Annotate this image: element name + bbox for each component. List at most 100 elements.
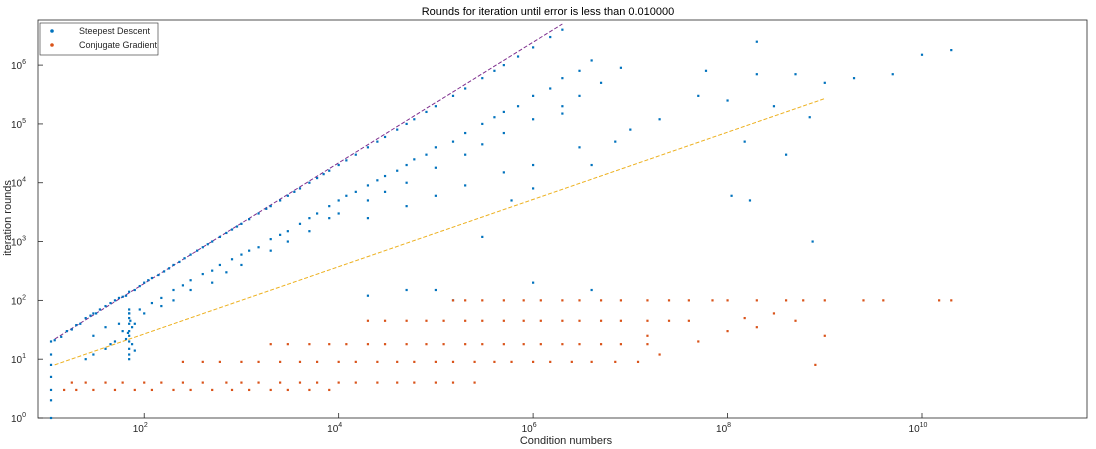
data-point [451,360,455,363]
data-point [938,299,941,302]
data-point [128,290,131,293]
data-point [434,105,437,108]
data-point [599,343,603,346]
data-point [590,59,593,62]
data-point [510,199,513,202]
data-point [784,153,788,156]
data-point [464,153,467,156]
data-point [396,360,399,363]
data-point [128,330,131,333]
data-point [130,343,134,346]
data-point [383,135,387,139]
data-point [316,381,319,384]
data-point [133,322,136,325]
data-point [405,205,408,208]
data-point [619,343,623,346]
data-point [316,212,319,215]
data-point [539,299,542,302]
data-point [561,299,564,302]
data-point [755,40,758,43]
y-tick-label: 106 [11,59,26,72]
data-point [269,343,272,346]
data-point [354,381,357,384]
data-point [532,360,535,363]
data-point [298,187,302,190]
data-point [98,308,101,311]
data-point [481,343,484,346]
data-point [599,319,603,322]
data-point [143,312,146,315]
data-point [646,334,649,337]
data-point [852,77,856,80]
data-point [337,212,340,215]
data-point [104,381,107,384]
data-point [117,322,121,325]
data-point [181,284,185,287]
data-point [405,181,408,184]
data-point [614,360,617,363]
data-point [658,353,661,356]
data-point [211,240,214,243]
data-point [279,360,282,363]
series-1 [63,299,953,392]
data-point [308,217,311,220]
data-point [658,118,661,121]
data-point [405,163,408,167]
data-point [614,140,617,143]
data-point [265,207,268,210]
data-point [167,267,171,270]
data-point [366,319,370,322]
data-point [95,312,98,315]
data-point [104,326,107,329]
data-point [201,272,204,276]
chart-title: Rounds for iteration until error is less… [422,6,675,18]
data-point [279,199,282,202]
data-point [211,281,214,284]
data-point [75,323,78,327]
data-point [104,304,107,308]
data-point [104,347,107,350]
data-point [196,249,199,252]
data-point [383,190,387,193]
data-point [814,363,817,366]
data-point [697,94,700,97]
data-point [286,343,289,346]
data-point [442,343,445,346]
data-point [201,246,204,249]
data-point [157,273,160,277]
data-point [823,299,826,302]
x-tick-label: 104 [327,422,342,435]
legend-marker-conjugate-gradient [50,43,54,47]
data-point [248,218,251,221]
data-point [121,330,124,333]
data-point [493,116,496,119]
data-point [578,343,581,346]
data-point [516,55,520,58]
data-point [172,263,175,267]
data-point [79,322,82,325]
data-point [434,146,437,149]
data-point [316,176,319,180]
data-point [434,360,437,363]
data-point [481,299,484,302]
data-point [49,353,53,356]
data-point [383,174,387,178]
data-point [629,128,632,131]
data-point [70,328,73,331]
data-point [201,381,204,384]
data-point [451,381,455,384]
data-point [599,299,603,302]
data-point [561,105,564,108]
data-point [502,110,505,114]
data-point [726,99,729,102]
data-point [128,312,131,315]
reference-line-0 [54,98,825,366]
data-point [337,199,340,202]
y-tick-label: 105 [11,118,26,131]
data-point [425,343,428,346]
data-point [743,316,746,320]
data-point [376,140,379,143]
data-point [442,319,445,322]
data-point [802,299,805,302]
data-point [189,388,192,392]
